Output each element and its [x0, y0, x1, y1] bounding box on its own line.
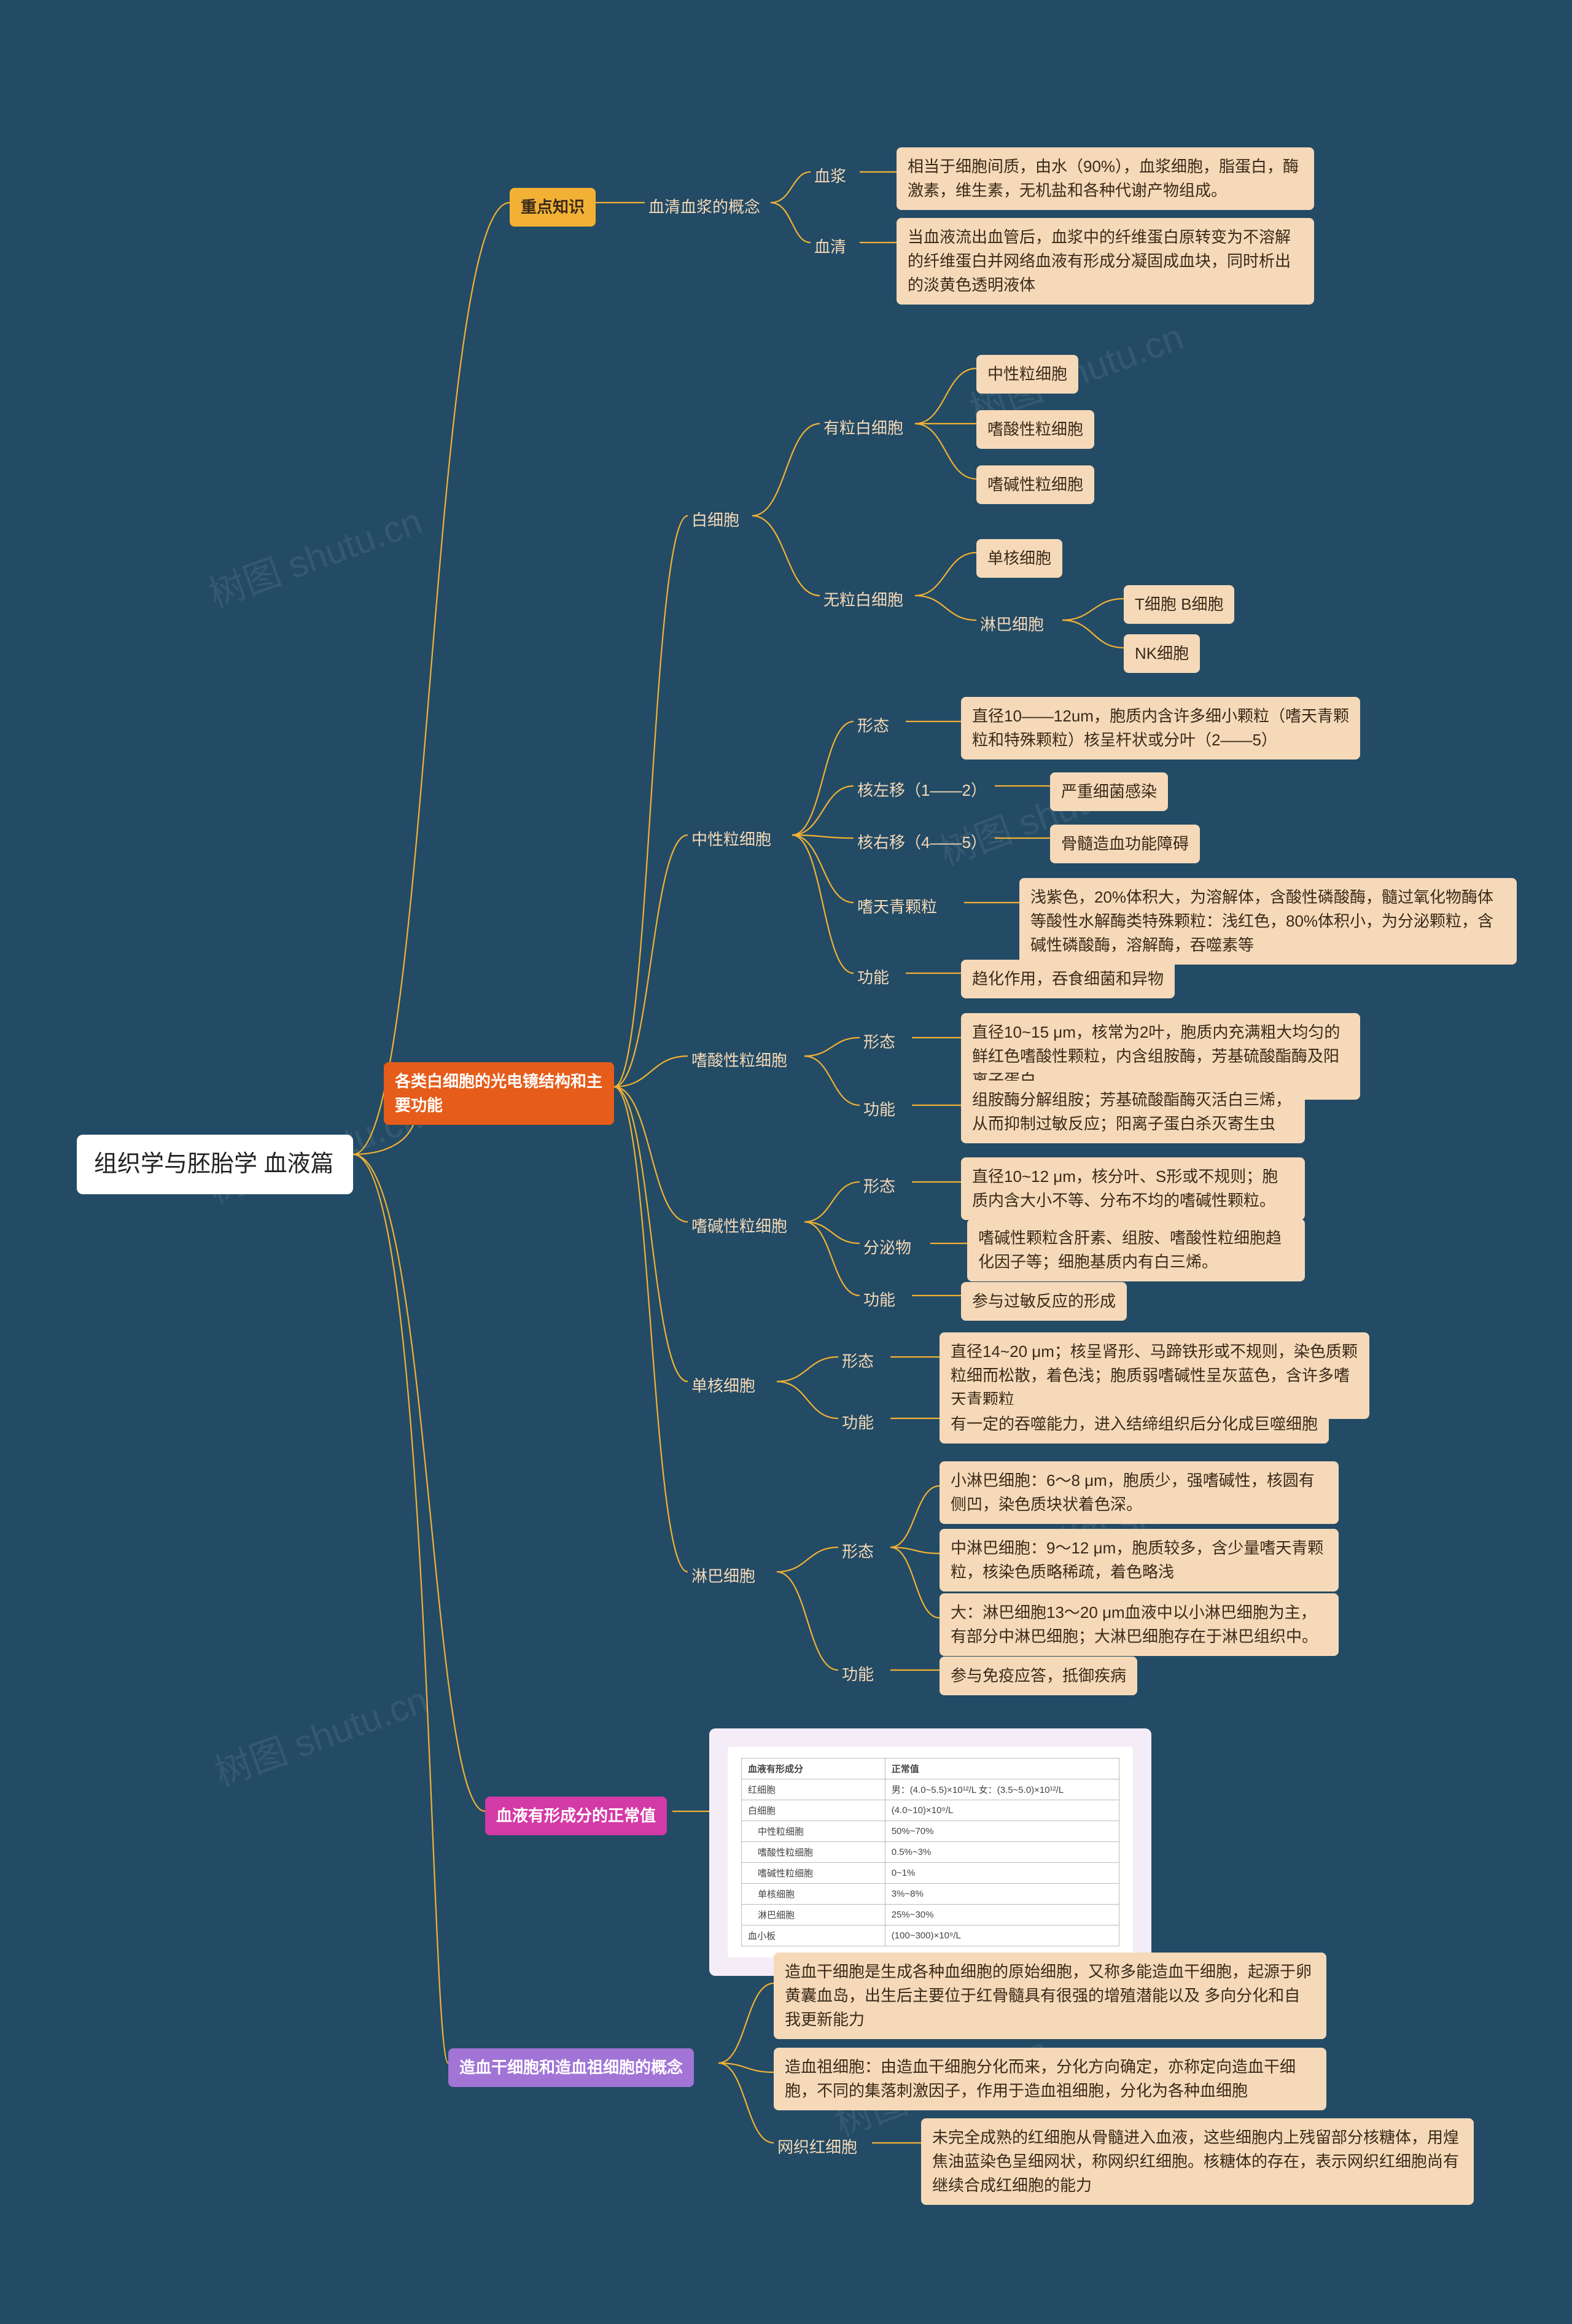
k-neutro-left: 核左移（1——2） — [854, 774, 990, 807]
branch-hematopoietic: 造血干细胞和造血祖细胞的概念 — [448, 2048, 694, 2087]
k-baso-func: 功能 — [860, 1283, 899, 1317]
node-agranulocyte: 无粒白细胞 — [820, 583, 907, 617]
v-eos-func: 组胺酶分解组胺；芳基硫酸酯酶灭活白三烯，从而抑制过敏反应；阳离子蛋白杀灭寄生虫 — [961, 1081, 1305, 1143]
k-eos-shape: 形态 — [860, 1025, 899, 1059]
k-neutro-shape: 形态 — [854, 709, 893, 743]
leaf-serum-desc: 当血液流出血管后，血浆中的纤维蛋白原转变为不溶解的纤维蛋白并网络血液有形成分凝固… — [897, 218, 1314, 305]
k-neutro-func: 功能 — [854, 961, 893, 995]
node-neutrophil-detail: 中性粒细胞 — [688, 823, 775, 857]
v-baso-func: 参与过敏反应的形成 — [961, 1282, 1127, 1321]
leaf-stem-cell: 造血干细胞是生成各种血细胞的原始细胞，又称多能造血干细胞，起源于卵黄囊血岛，出生… — [774, 1953, 1326, 2039]
node-plasma: 血浆 — [811, 160, 850, 193]
node-lymphocyte-detail: 淋巴细胞 — [688, 1560, 759, 1593]
v-neutro-azuro: 浅紫色，20%体积大，为溶解体，含酸性磷酸酶，髓过氧化物酶体等酸性水解酶类特殊颗… — [1019, 878, 1517, 965]
node-monocyte-detail: 单核细胞 — [688, 1369, 759, 1403]
k-baso-secr: 分泌物 — [860, 1231, 915, 1265]
leaf-reticulocyte-desc: 未完全成熟的红细胞从骨髓进入血液，这些细胞内上残留部分核糖体，用煌焦油蓝染色呈细… — [921, 2118, 1474, 2205]
k-eos-func: 功能 — [860, 1093, 899, 1127]
k-lymph-shape: 形态 — [838, 1535, 877, 1569]
node-lymphocyte: 淋巴细胞 — [976, 608, 1048, 642]
v-mono-func: 有一定的吞噬能力，进入结缔组织后分化成巨噬细胞 — [940, 1405, 1329, 1444]
node-plasma-serum-concept: 血清血浆的概念 — [645, 190, 764, 224]
leaf-neutrophil: 中性粒细胞 — [976, 355, 1078, 394]
node-reticulocyte: 网织红细胞 — [774, 2131, 861, 2164]
v-baso-secr: 嗜碱性颗粒含肝素、组胺、嗜酸性粒细胞趋化因子等；细胞基质内有白三烯。 — [967, 1219, 1305, 1281]
v-neutro-right: 骨髓造血功能障碍 — [1050, 825, 1200, 863]
k-mono-shape: 形态 — [838, 1345, 877, 1378]
node-serum: 血清 — [811, 230, 850, 264]
v-lymph-shape1: 小淋巴细胞：6～8 μm，胞质少，强嗜碱性，核圆有侧凹，染色质块状着色深。 — [940, 1461, 1339, 1524]
node-basophil-detail: 嗜碱性粒细胞 — [688, 1210, 791, 1243]
table-normal-values: 血液有形成分正常值红细胞男：(4.0~5.5)×10¹²/L 女：(3.5~5.… — [709, 1728, 1151, 1976]
leaf-basophil: 嗜碱性粒细胞 — [976, 465, 1094, 504]
watermark: 树图 shutu.cn — [200, 491, 428, 618]
v-neutro-left: 严重细菌感染 — [1050, 772, 1168, 811]
k-neutro-azuro: 嗜天青颗粒 — [854, 890, 941, 924]
v-neutro-func: 趋化作用，吞食细菌和异物 — [961, 960, 1175, 998]
node-wbc: 白细胞 — [688, 503, 743, 537]
node-granulocyte: 有粒白细胞 — [820, 411, 907, 445]
leaf-plasma-desc: 相当于细胞间质，由水（90%），血浆细胞，脂蛋白，酶激素，维生素，无机盐和各种代… — [897, 147, 1314, 210]
k-baso-shape: 形态 — [860, 1170, 899, 1203]
node-eosinophil-detail: 嗜酸性粒细胞 — [688, 1044, 791, 1078]
v-lymph-func: 参与免疫应答，抵御疾病 — [940, 1657, 1137, 1695]
leaf-eosinophil: 嗜酸性粒细胞 — [976, 410, 1094, 449]
branch-wbc-structure: 各类白细胞的光电镜结构和主要功能 — [384, 1062, 614, 1125]
v-lymph-shape2: 中淋巴细胞：9～12 μm，胞质较多，含少量嗜天青颗粒，核染色质略稀疏，着色略浅 — [940, 1529, 1339, 1591]
k-mono-func: 功能 — [838, 1406, 877, 1440]
leaf-nk-cell: NK细胞 — [1124, 634, 1200, 673]
k-neutro-right: 核右移（4——5） — [854, 826, 990, 860]
watermark: 树图 shutu.cn — [206, 1670, 434, 1797]
leaf-monocyte: 单核细胞 — [976, 539, 1062, 578]
root-node: 组织学与胚胎学 血液篇 — [77, 1135, 353, 1194]
branch-normal-values: 血液有形成分的正常值 — [485, 1797, 667, 1835]
v-baso-shape: 直径10~12 μm，核分叶、S形或不规则；胞质内含大小不等、分布不均的嗜碱性颗… — [961, 1157, 1305, 1220]
leaf-progenitor: 造血祖细胞：由造血干细胞分化而来，分化方向确定，亦称定向造血干细胞，不同的集落刺… — [774, 2048, 1326, 2110]
branch-keypoints: 重点知识 — [510, 188, 596, 227]
v-lymph-shape3: 大：淋巴细胞13～20 μm血液中以小淋巴细胞为主，有部分中淋巴细胞；大淋巴细胞… — [940, 1593, 1339, 1656]
leaf-t-b-cell: T细胞 B细胞 — [1124, 585, 1234, 624]
v-neutro-shape: 直径10——12um，胞质内含许多细小颗粒（嗜天青颗粒和特殊颗粒）核呈杆状或分叶… — [961, 697, 1360, 760]
k-lymph-func: 功能 — [838, 1658, 877, 1692]
